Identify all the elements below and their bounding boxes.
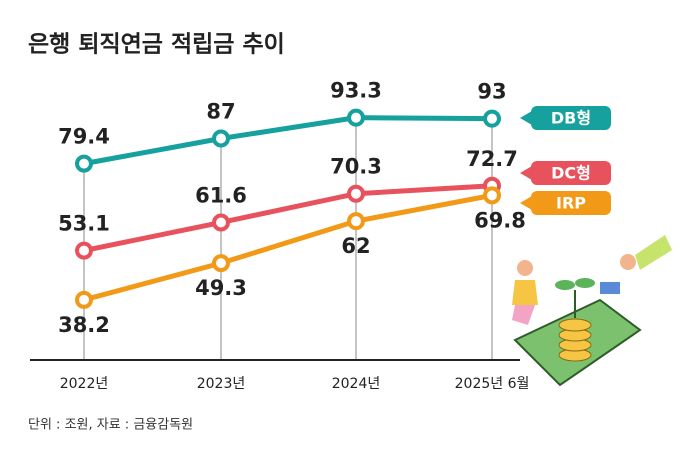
point	[212, 213, 230, 232]
point	[347, 184, 365, 203]
data-label: 70.3	[330, 155, 382, 179]
chart-title: 은행 퇴직연금 적립금 추이	[28, 32, 285, 58]
data-label: 38.2	[58, 313, 110, 337]
x-tick-label: 2024년	[332, 376, 381, 392]
x-tick-label: 2023년	[197, 376, 246, 392]
data-label: 72.7	[466, 147, 518, 171]
point	[75, 241, 93, 260]
point	[212, 129, 230, 148]
legend-box	[531, 106, 611, 130]
legend-label: IRP	[556, 194, 586, 213]
data-label: 53.1	[58, 212, 110, 236]
legend-box	[531, 161, 611, 185]
series-line	[83, 192, 493, 303]
series-line	[83, 183, 493, 254]
data-label: 79.4	[58, 125, 110, 149]
point	[347, 212, 365, 231]
source-note: 단위 : 조원, 자료 : 금융감독원	[28, 418, 193, 433]
legend-pointer	[520, 196, 532, 210]
legend-box	[531, 191, 611, 215]
data-label: 93.3	[330, 79, 382, 103]
data-label: 87	[206, 100, 235, 124]
point	[347, 108, 365, 127]
data-label: 93	[477, 80, 506, 104]
data-label: 69.8	[474, 208, 526, 232]
point	[483, 109, 501, 128]
legend-pointer	[520, 111, 532, 125]
series-line	[83, 115, 493, 167]
point	[75, 154, 93, 173]
data-label: 61.6	[195, 183, 247, 207]
point	[75, 290, 93, 309]
legend-label: DB형	[551, 109, 591, 128]
x-tick-label: 2025년 6월	[455, 376, 530, 392]
legend-label: DC형	[551, 164, 591, 183]
data-label: 62	[341, 234, 370, 258]
illustration	[512, 235, 672, 387]
legend-pointer	[520, 166, 532, 180]
data-label: 49.3	[195, 276, 247, 300]
point	[483, 186, 501, 205]
point	[212, 254, 230, 273]
x-tick-label: 2022년	[60, 376, 109, 392]
